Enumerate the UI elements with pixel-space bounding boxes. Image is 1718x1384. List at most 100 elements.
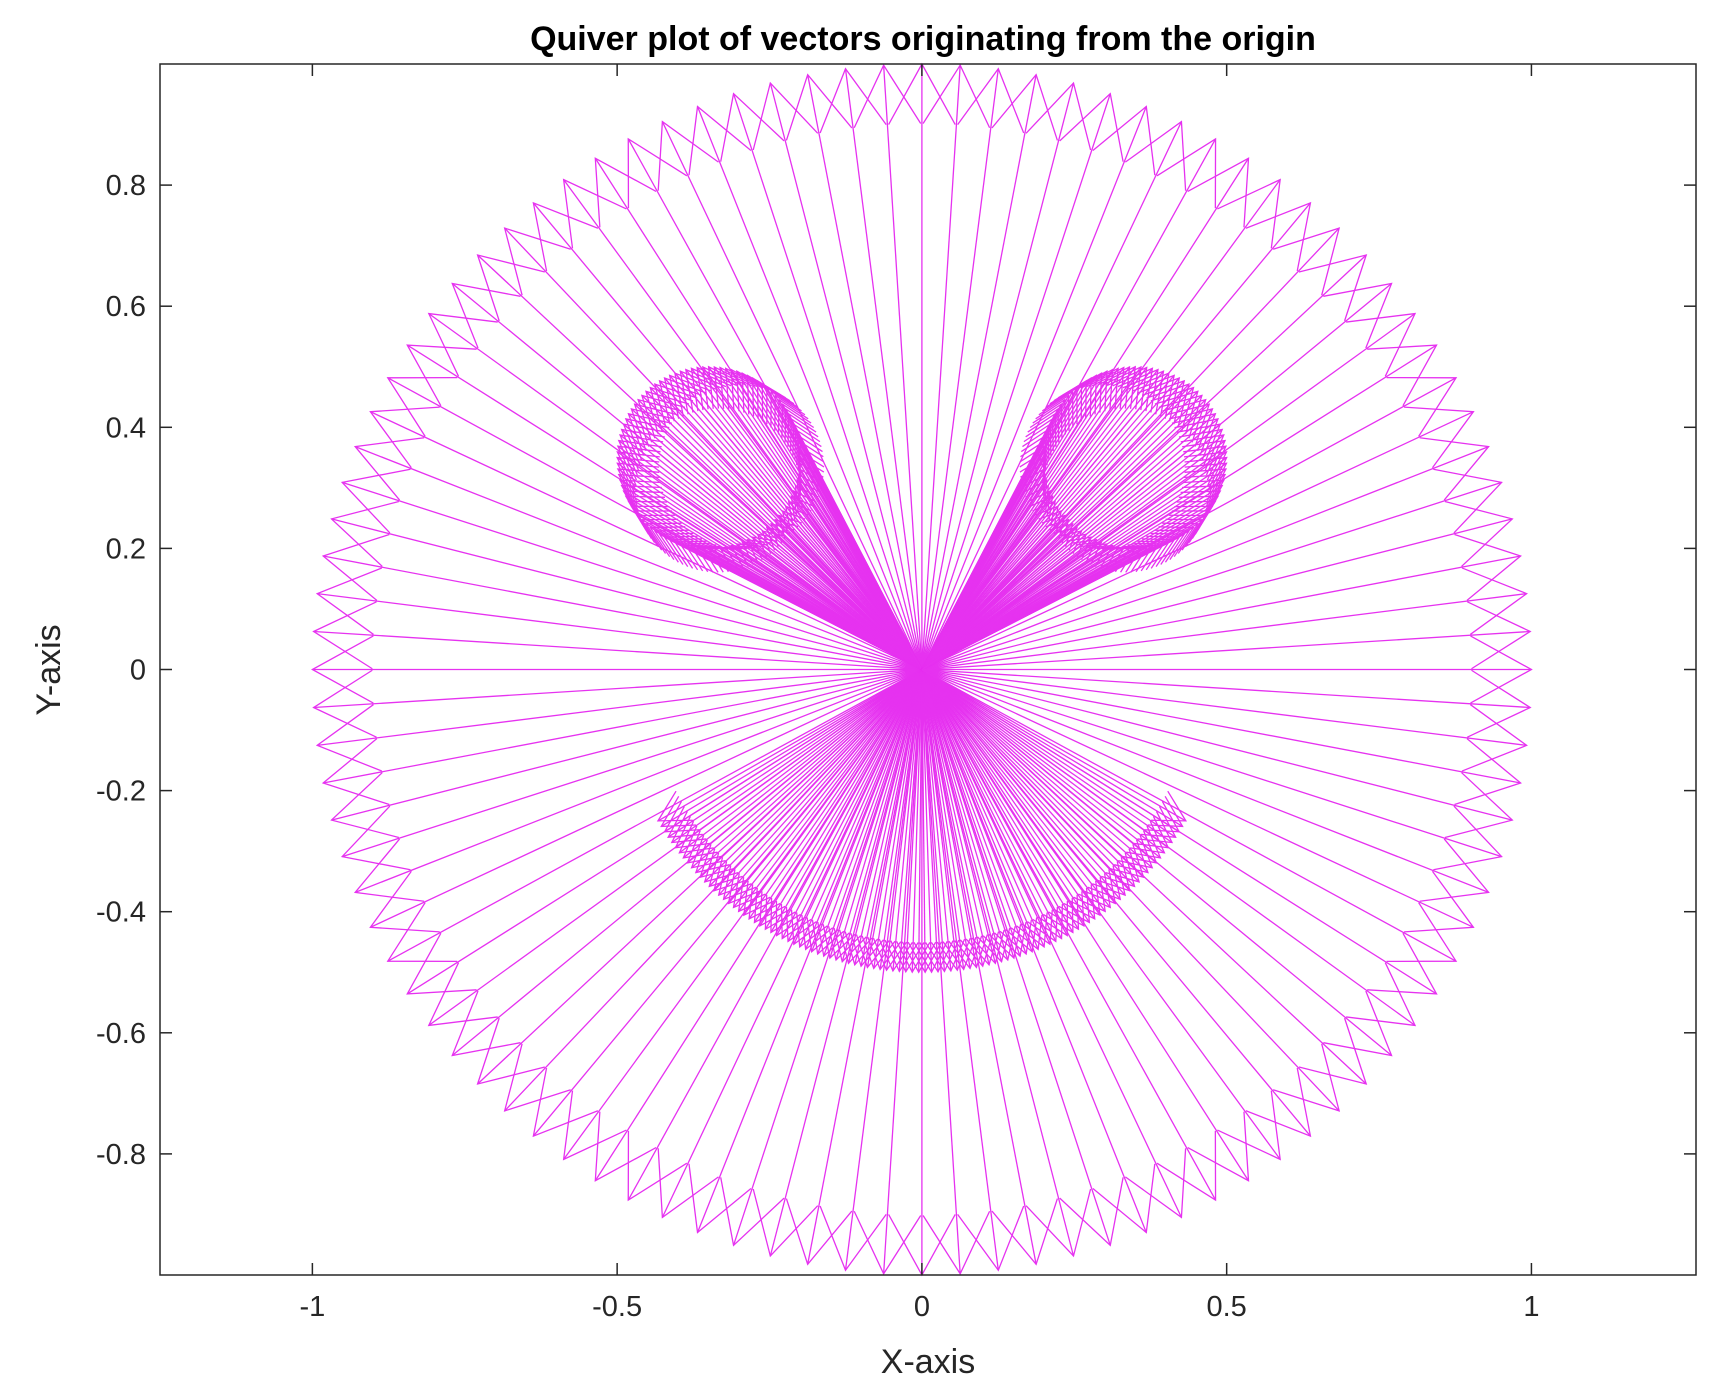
vector-arrowhead <box>627 137 688 209</box>
vector-shaft <box>921 669 1111 908</box>
vector-arrowhead <box>1022 428 1050 461</box>
vector-arrowhead <box>653 383 698 428</box>
vector-shaft <box>921 668 1527 747</box>
vector-shaft <box>708 669 923 887</box>
vector-arrowhead <box>753 887 786 924</box>
vector-arrowhead <box>971 929 1005 965</box>
vector-arrowhead <box>811 919 845 956</box>
vector-arrowhead <box>1020 439 1047 471</box>
vector-shaft <box>921 380 1185 670</box>
vector-shaft <box>860 669 923 967</box>
vector-shaft <box>854 669 923 965</box>
vector-arrowhead <box>965 931 1000 967</box>
vector-shaft <box>921 669 1106 912</box>
vector-arrowhead <box>1025 1188 1092 1258</box>
vector-arrowhead <box>649 526 686 558</box>
vector-shaft <box>675 668 923 849</box>
vector-arrowhead <box>743 880 776 917</box>
vector-arrowhead <box>695 546 727 573</box>
vector-shaft <box>921 505 1059 670</box>
vector-arrowhead <box>735 543 763 567</box>
vector-shaft <box>921 668 1161 859</box>
vector-arrowhead <box>732 873 766 909</box>
vector-arrowhead <box>752 81 819 151</box>
vector-shaft <box>793 490 923 670</box>
vector-shaft <box>793 669 923 945</box>
vector-shaft <box>921 669 984 967</box>
vector-shaft <box>844 669 923 1271</box>
vector-arrowhead <box>1109 844 1145 879</box>
vector-arrowhead <box>1454 533 1522 601</box>
vector-arrowhead <box>1150 532 1186 563</box>
vector-arrowhead <box>994 921 1027 958</box>
vector-arrowhead <box>386 376 458 437</box>
vector-shaft <box>921 555 1521 671</box>
vector-arrowhead <box>673 540 707 569</box>
vector-arrowhead <box>633 403 679 447</box>
vector-arrowhead <box>1467 669 1532 738</box>
vector-shaft <box>879 669 923 970</box>
y-tick-label: 0.4 <box>106 412 146 444</box>
vector-shaft <box>313 668 922 709</box>
vector-arrowhead <box>1404 406 1475 469</box>
vector-arrowhead <box>1245 201 1312 272</box>
vector-arrowhead <box>1126 825 1162 859</box>
vector-shaft <box>921 541 1102 671</box>
vector-arrowhead <box>1037 900 1068 937</box>
vector-arrowhead <box>1217 178 1281 249</box>
vector-arrowhead <box>1124 1148 1187 1219</box>
vector-shaft <box>921 669 946 972</box>
vector-shaft <box>661 121 923 670</box>
vector-arrowhead <box>1129 820 1166 854</box>
vector-shaft <box>732 93 923 670</box>
vector-shaft <box>921 65 961 670</box>
vector-arrowhead <box>1053 891 1085 928</box>
vector-arrowhead <box>312 669 377 738</box>
vector-shaft <box>835 669 923 961</box>
vector-arrowhead <box>1386 902 1458 963</box>
vector-arrowhead <box>884 939 919 973</box>
vector-shaft <box>921 669 1021 957</box>
vector-shaft <box>921 669 1126 896</box>
vector-shaft <box>921 669 1140 883</box>
vector-arrowhead <box>679 370 722 415</box>
vector-arrowhead <box>828 926 862 962</box>
vector-arrowhead <box>1183 479 1225 517</box>
vector-shaft <box>354 668 923 894</box>
vector-arrowhead <box>839 929 873 965</box>
vector-shaft <box>775 669 923 936</box>
vector-arrowhead <box>330 772 400 839</box>
vector-shaft <box>921 669 1039 950</box>
vector-arrowhead <box>901 941 937 974</box>
vector-shaft <box>732 669 923 1246</box>
vector-shaft <box>679 370 923 670</box>
vector-arrowhead <box>761 530 787 554</box>
vector-shaft <box>921 669 933 973</box>
vector-shaft <box>921 592 1527 671</box>
vector-shaft <box>774 519 923 670</box>
vector-arrowhead <box>1404 870 1475 933</box>
vector-shaft <box>790 495 923 670</box>
vector-shaft <box>921 669 971 969</box>
vector-arrowhead <box>644 522 682 554</box>
x-tick-label: -1 <box>299 1291 325 1323</box>
vector-arrowhead <box>1461 704 1528 772</box>
vector-arrowhead <box>764 894 796 931</box>
vector-arrowhead <box>1419 437 1490 501</box>
vector-arrowhead <box>796 479 821 507</box>
vector-shaft <box>317 592 922 671</box>
vector-arrowhead <box>1049 522 1074 547</box>
vector-shaft <box>921 669 1033 952</box>
vector-arrowhead <box>741 541 768 565</box>
vector-arrowhead <box>922 63 991 129</box>
vector-arrowhead <box>616 456 660 496</box>
vector-shaft <box>921 669 1037 1265</box>
vector-arrowhead <box>722 865 757 901</box>
vector-arrowhead <box>656 790 693 822</box>
vector-arrowhead <box>1021 909 1053 946</box>
vector-shaft <box>331 668 923 821</box>
vector-arrowhead <box>853 63 922 129</box>
vector-arrowhead <box>1086 366 1125 409</box>
vector-shaft <box>785 505 923 670</box>
vector-arrowhead <box>1144 801 1181 833</box>
